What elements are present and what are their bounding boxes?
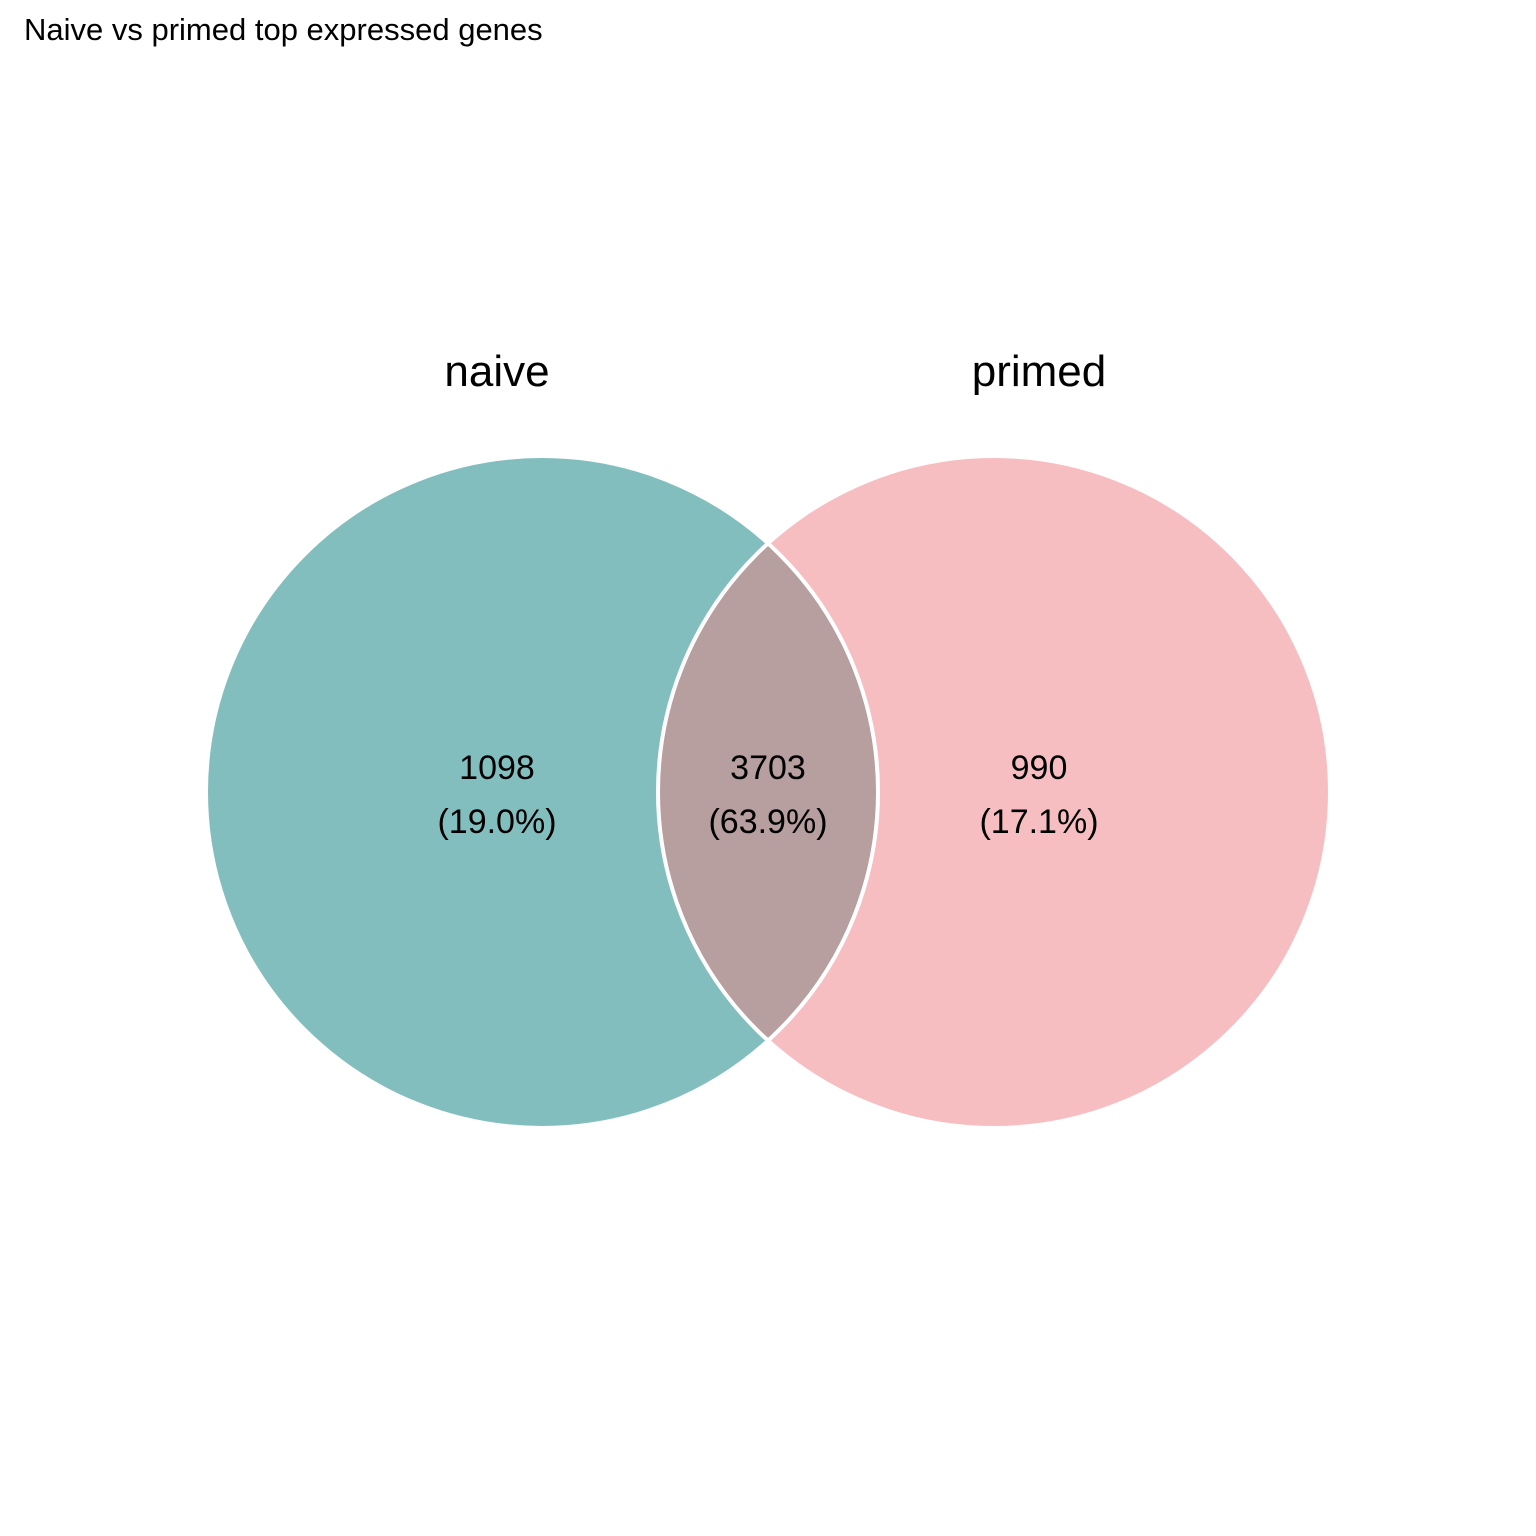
set-label-naive: naive	[444, 347, 549, 396]
primed-outline	[656, 454, 1332, 1130]
overlap-count: 3703	[730, 749, 806, 787]
overlap-percent: (63.9%)	[708, 803, 827, 841]
overlap-region	[658, 456, 878, 1128]
naive-only-count: 1098	[459, 749, 535, 787]
naive-outline	[204, 454, 880, 1130]
plot-title: Naive vs primed top expressed genes	[24, 12, 543, 47]
set-label-primed: primed	[972, 347, 1107, 396]
primed-only-percent: (17.1%)	[979, 803, 1098, 841]
naive-only-percent: (19.0%)	[437, 803, 556, 841]
primed-only-count: 990	[1011, 749, 1068, 787]
